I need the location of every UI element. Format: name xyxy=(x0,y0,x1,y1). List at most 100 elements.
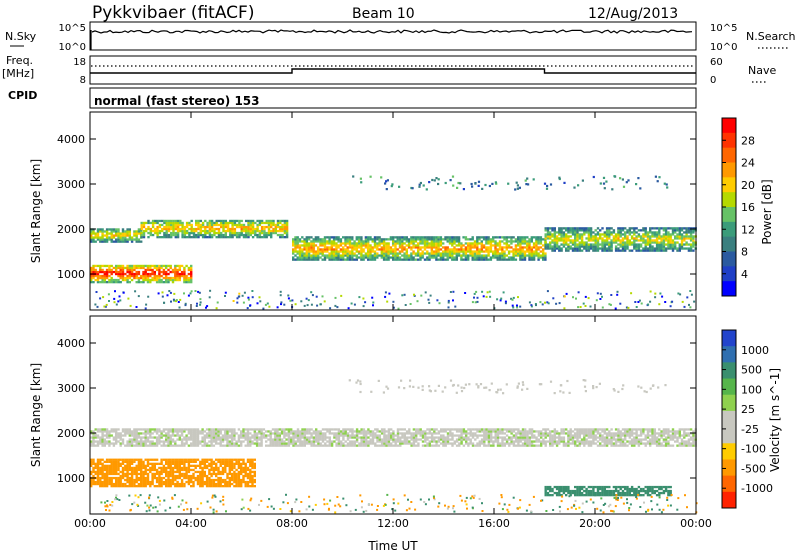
heatmap-cell xyxy=(306,438,308,440)
heatmap-cell xyxy=(136,428,138,430)
heatmap-cell xyxy=(340,256,342,258)
heatmap-cell xyxy=(177,228,179,230)
heatmap-cell xyxy=(656,233,658,235)
heatmap-cell xyxy=(642,247,644,249)
heatmap-cell xyxy=(158,467,160,469)
heatmap-cell xyxy=(256,445,258,447)
heatmap-cell xyxy=(281,224,283,226)
heatmap-cell xyxy=(608,245,610,247)
heatmap-cell xyxy=(465,254,467,256)
heatmap-cell xyxy=(285,432,287,434)
heatmap-cell xyxy=(387,250,389,252)
heatmap-cell xyxy=(154,279,156,281)
heatmap-cell xyxy=(201,463,203,465)
heatmap-cell xyxy=(113,298,115,300)
heatmap-cell xyxy=(92,281,94,283)
heatmap-cell xyxy=(470,432,472,434)
heatmap-cell xyxy=(170,463,172,465)
heatmap-cell xyxy=(281,430,283,432)
heatmap-cell xyxy=(322,242,324,244)
heatmap-cell xyxy=(179,307,181,309)
heatmap-cell xyxy=(667,233,669,235)
heatmap-cell xyxy=(436,299,438,301)
heatmap-cell xyxy=(256,236,258,238)
heatmap-cell xyxy=(251,461,253,463)
heatmap-cell xyxy=(372,254,374,256)
heatmap-cell xyxy=(408,238,410,240)
heatmap-cell xyxy=(679,227,681,229)
heatmap-cell xyxy=(138,463,140,465)
heatmap-cell xyxy=(363,305,365,307)
heatmap-cell xyxy=(392,240,394,242)
heatmap-cell xyxy=(108,461,110,463)
heatmap-cell xyxy=(151,269,153,271)
heatmap-cell xyxy=(145,483,147,485)
heatmap-cell xyxy=(426,256,428,258)
heatmap-cell xyxy=(349,442,351,444)
heatmap-cell xyxy=(324,438,326,440)
heatmap-cell xyxy=(388,434,390,436)
heatmap-cell xyxy=(131,238,133,240)
heatmap-cell xyxy=(365,440,367,442)
heatmap-cell xyxy=(385,445,387,447)
heatmap-cell xyxy=(474,259,476,261)
heatmap-cell xyxy=(435,242,437,244)
heatmap-cell xyxy=(374,236,376,238)
heatmap-cell xyxy=(95,241,97,243)
heatmap-cell xyxy=(483,259,485,261)
heatmap-cell xyxy=(351,434,353,436)
heatmap-cell xyxy=(458,428,460,430)
heatmap-cell xyxy=(369,236,371,238)
heatmap-cell xyxy=(251,477,253,479)
heatmap-cell xyxy=(117,232,119,234)
heatmap-cell xyxy=(142,275,144,277)
heatmap-cell xyxy=(242,440,244,442)
heatmap-cell xyxy=(142,481,144,483)
heatmap-cell xyxy=(188,273,190,275)
heatmap-cell xyxy=(387,259,389,261)
heatmap-cell xyxy=(685,229,687,231)
heatmap-cell xyxy=(399,246,401,248)
heatmap-cell xyxy=(429,440,431,442)
heatmap-cell xyxy=(399,252,401,254)
heatmap-cell xyxy=(160,459,162,461)
heatmap-cell xyxy=(390,252,392,254)
heatmap-cell xyxy=(676,250,678,252)
heatmap-cell xyxy=(288,428,290,430)
heatmap-cell xyxy=(231,465,233,467)
heatmap-cell xyxy=(104,273,106,275)
heatmap-cell xyxy=(133,483,135,485)
y-tick-label: 1000 xyxy=(57,268,85,281)
heatmap-cell xyxy=(615,245,617,247)
heatmap-cell xyxy=(101,436,103,438)
heatmap-cell xyxy=(528,238,530,240)
heatmap-cell xyxy=(638,235,640,237)
heatmap-cell xyxy=(206,461,208,463)
heatmap-cell xyxy=(674,247,676,249)
heatmap-cell xyxy=(456,254,458,256)
heatmap-cell xyxy=(188,461,190,463)
heatmap-cell xyxy=(220,479,222,481)
heatmap-cell xyxy=(670,243,672,245)
heatmap-cell xyxy=(108,467,110,469)
heatmap-cell xyxy=(176,459,178,461)
heatmap-cell xyxy=(181,483,183,485)
heatmap-cell xyxy=(236,302,238,304)
heatmap-cell xyxy=(101,236,103,238)
heatmap-cell xyxy=(136,271,138,273)
heatmap-cell xyxy=(279,234,281,236)
heatmap-cell xyxy=(181,230,183,232)
heatmap-cell xyxy=(129,281,131,283)
heatmap-cell xyxy=(394,248,396,250)
heatmap-cell xyxy=(322,440,324,442)
heatmap-cell xyxy=(635,231,637,233)
heatmap-cell xyxy=(192,481,194,483)
heatmap-cell xyxy=(210,442,212,444)
heatmap-cell xyxy=(99,238,101,240)
heatmap-cell xyxy=(360,238,362,240)
heatmap-cell xyxy=(317,438,319,440)
heatmap-cell xyxy=(369,256,371,258)
freq-frame xyxy=(90,56,696,84)
heatmap-cell xyxy=(147,469,149,471)
heatmap-cell xyxy=(567,245,569,247)
